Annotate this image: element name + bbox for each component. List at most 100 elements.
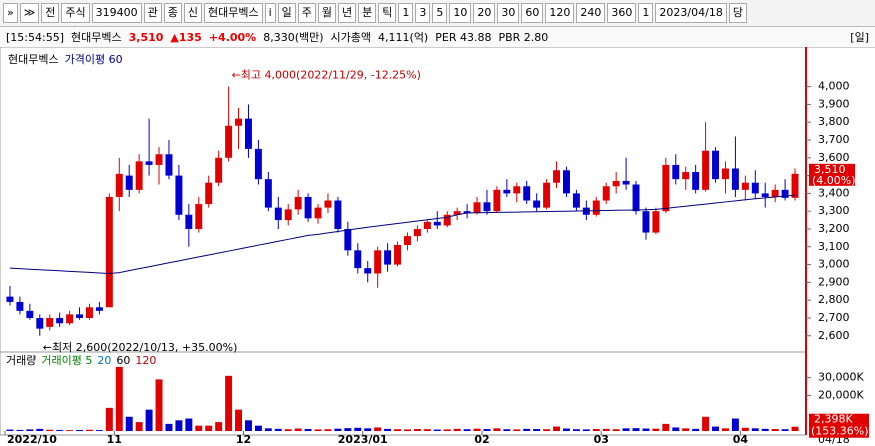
volume-bar: [155, 379, 163, 431]
toolbar-button[interactable]: 관: [143, 3, 162, 23]
toolbar-button[interactable]: 일: [277, 3, 296, 23]
legend-item: 20: [97, 354, 111, 367]
candle-body: [105, 196, 113, 308]
candle-body: [662, 164, 670, 212]
candle-body: [26, 310, 34, 318]
y-tick-label: 3,200: [818, 222, 850, 235]
toolbar-button[interactable]: 현대무벡스: [204, 3, 263, 23]
volume-bar: [513, 429, 521, 431]
toolbar-button[interactable]: 1: [398, 3, 414, 23]
toolbar-button[interactable]: ≫: [19, 3, 40, 23]
toolbar-button[interactable]: 주: [297, 3, 316, 23]
toolbar-button[interactable]: 년: [338, 3, 357, 23]
y-tick-label: 20,000K: [818, 388, 864, 401]
volume-bar: [314, 429, 322, 431]
toolbar-button[interactable]: 당: [728, 3, 747, 23]
candle-body: [791, 173, 799, 198]
volume-bar: [284, 429, 292, 431]
volume-bar: [632, 428, 640, 431]
volume-bar: [125, 416, 133, 431]
volume-bar: [85, 429, 93, 431]
cap-label: 시가총액: [330, 31, 372, 44]
volume-bar: [304, 429, 312, 431]
candle-body: [473, 202, 481, 213]
candle-body: [344, 228, 352, 251]
volume-bar: [95, 430, 103, 431]
time: [15:54:55]: [6, 30, 64, 44]
legend-item: 거래이평 5: [41, 354, 92, 367]
candle-body: [513, 186, 521, 194]
candle-body: [85, 307, 93, 318]
volume-bar: [244, 420, 252, 431]
toolbar-button[interactable]: 종: [163, 3, 182, 23]
candle-body: [125, 175, 133, 190]
volume-bar: [473, 428, 481, 431]
volume-bar: [612, 429, 620, 431]
volume-bar: [493, 428, 501, 431]
volume-bar: [56, 429, 64, 431]
volume-bar: [602, 428, 610, 431]
candle-body: [394, 245, 402, 265]
toolbar-button[interactable]: i: [264, 3, 276, 23]
toolbar-button[interactable]: 5: [432, 3, 448, 23]
legend-item: 60: [116, 354, 130, 367]
toolbar-button[interactable]: 360: [607, 3, 637, 23]
toolbar-button[interactable]: »: [3, 3, 18, 23]
volume-bar: [433, 429, 441, 431]
volume-bar: [731, 418, 739, 431]
volume-bar: [642, 428, 650, 431]
toolbar-button[interactable]: 240: [576, 3, 606, 23]
volume-bar: [205, 425, 213, 431]
toolbar-button[interactable]: 주식: [61, 3, 90, 23]
toolbar-button[interactable]: 20: [473, 3, 496, 23]
candle-body: [294, 196, 302, 210]
toolbar-button[interactable]: 3: [415, 3, 431, 23]
volume-bar: [682, 428, 690, 431]
toolbar-button[interactable]: 120: [545, 3, 575, 23]
y-tick-label: 4,000: [818, 80, 850, 93]
toolbar-button[interactable]: 10: [449, 3, 472, 23]
toolbar-button[interactable]: 신: [183, 3, 202, 23]
candle-body: [622, 180, 630, 185]
candle-body: [235, 118, 243, 126]
legend-item: 거래량: [6, 354, 36, 367]
y-tick-label: 3,900: [818, 97, 850, 110]
candle-body: [244, 118, 252, 149]
per: PER 43.88: [435, 30, 492, 44]
cap: 4,111(억): [378, 31, 429, 44]
volume-bar: [721, 428, 729, 431]
toolbar-button[interactable]: 분: [358, 3, 377, 23]
stock-name: 현대무벡스: [71, 31, 122, 44]
volume-bar: [36, 428, 44, 431]
x-tick-label: 2022/10: [7, 433, 57, 446]
candle-body: [523, 186, 531, 201]
candle-body: [463, 211, 471, 213]
candle-body: [423, 221, 431, 229]
candle-body: [304, 196, 312, 219]
volume-bar: [523, 428, 531, 431]
candle-body: [493, 189, 501, 212]
toolbar-button[interactable]: 1: [638, 3, 654, 23]
candle-body: [205, 182, 213, 205]
toolbar-button[interactable]: 60: [521, 3, 544, 23]
volume-bar: [692, 428, 700, 431]
toolbar-button[interactable]: 2023/04/18: [655, 3, 727, 23]
volume-bar: [26, 429, 34, 431]
volume-bar: [354, 427, 362, 431]
toolbar-button[interactable]: 전: [41, 3, 60, 23]
toolbar-button[interactable]: 30: [497, 3, 520, 23]
volume-bar: [394, 429, 402, 431]
volume-bar: [443, 429, 451, 431]
y-tick-label: 2,900: [818, 275, 850, 288]
toolbar-button[interactable]: 틱: [378, 3, 397, 23]
candle-body: [364, 268, 372, 274]
volume-bar: [195, 425, 203, 431]
toolbar-button[interactable]: 월: [317, 3, 337, 23]
volume-bar: [334, 428, 342, 431]
volume-bar: [235, 409, 243, 431]
candle-body: [284, 209, 292, 221]
volume-tag-label: 2,398K: [814, 413, 853, 426]
y-tick-label: 30,000K: [818, 371, 864, 384]
toolbar-button[interactable]: 319400: [91, 3, 142, 23]
